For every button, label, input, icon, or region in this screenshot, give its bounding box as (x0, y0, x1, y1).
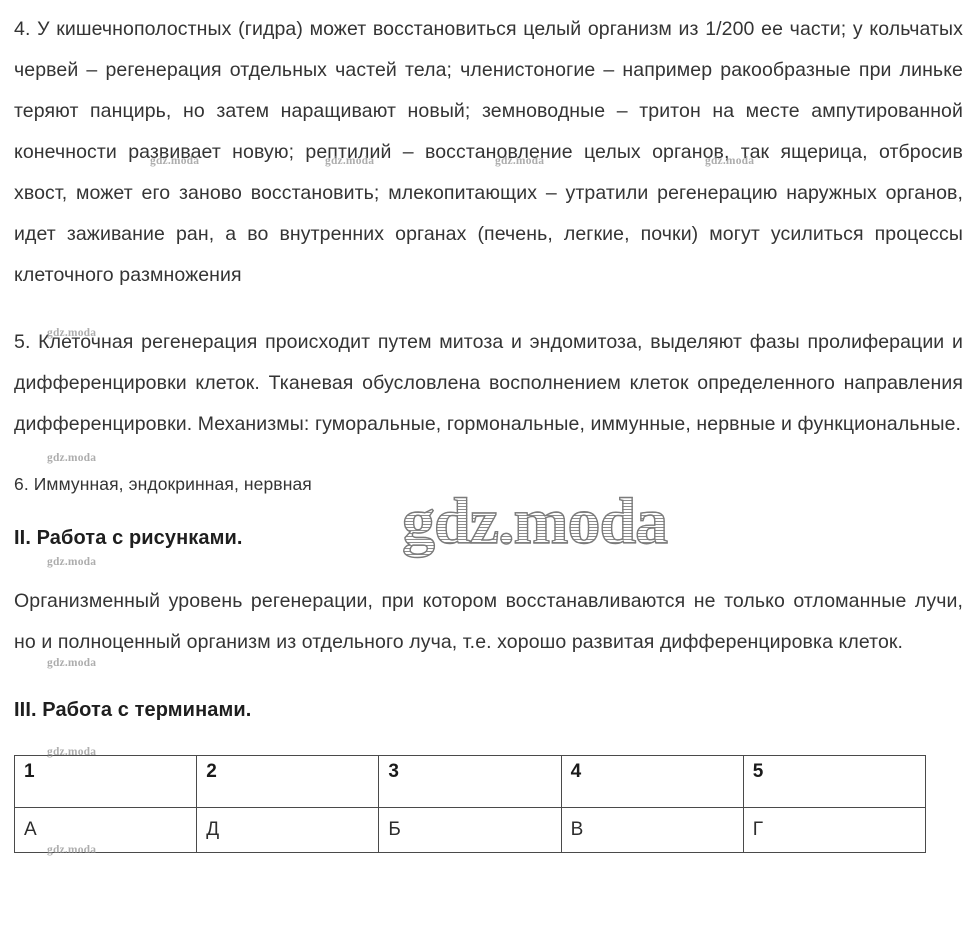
table-cell: Д (196, 807, 380, 853)
heading-section-iii: III. Работа с терминами. (14, 699, 252, 721)
terms-table-body: А Д Б В Г (13, 807, 927, 853)
heading-section-ii: II. Работа с рисунками. (14, 527, 243, 549)
table-header-row: 1 2 3 4 5 (13, 755, 927, 808)
answer-section-ii: Организменный уровень регенерации, при к… (14, 590, 963, 653)
table-cell: Г (742, 807, 927, 853)
table-header-cell: 3 (378, 755, 562, 808)
terms-table-header: 1 2 3 4 5 (13, 755, 927, 808)
table-row: А Д Б В Г (13, 807, 927, 853)
paragraph-5: 5. Клеточная регенерация происходит путе… (14, 331, 963, 435)
terms-table: 1 2 3 4 5 А Д Б В Г (13, 755, 927, 853)
paragraph-4: 4. У кишечнополостных (гидра) может восс… (14, 18, 963, 286)
paragraph-6: 6. Иммунная, эндокринная, нервная (14, 474, 312, 494)
table-header-cell: 4 (560, 755, 744, 808)
table-cell: А (13, 807, 198, 853)
table-cell: Б (378, 807, 562, 853)
table-header-cell: 2 (196, 755, 380, 808)
terms-table-container: 1 2 3 4 5 А Д Б В Г (13, 725, 963, 853)
table-header-cell: 5 (742, 755, 927, 808)
table-cell: В (560, 807, 744, 853)
table-header-cell: 1 (13, 755, 198, 808)
